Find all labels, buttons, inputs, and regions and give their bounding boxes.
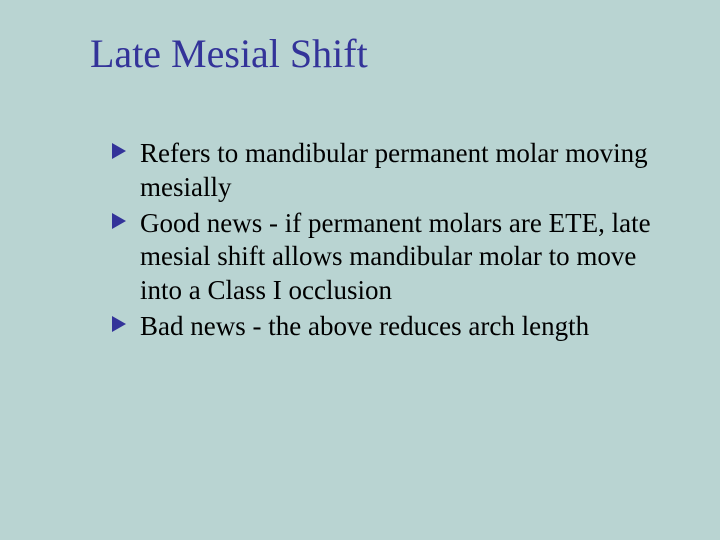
arrow-right-icon [112, 316, 126, 332]
bullet-text: Bad news - the above reduces arch length [140, 311, 589, 341]
list-item: Good news - if permanent molars are ETE,… [112, 207, 660, 308]
slide-title: Late Mesial Shift [90, 30, 660, 77]
list-item: Refers to mandibular permanent molar mov… [112, 137, 660, 205]
list-item: Bad news - the above reduces arch length [112, 310, 660, 344]
bullet-list: Refers to mandibular permanent molar mov… [90, 137, 660, 344]
bullet-text: Refers to mandibular permanent molar mov… [140, 138, 648, 202]
arrow-right-icon [112, 143, 126, 159]
arrow-right-icon [112, 213, 126, 229]
bullet-text: Good news - if permanent molars are ETE,… [140, 208, 651, 306]
